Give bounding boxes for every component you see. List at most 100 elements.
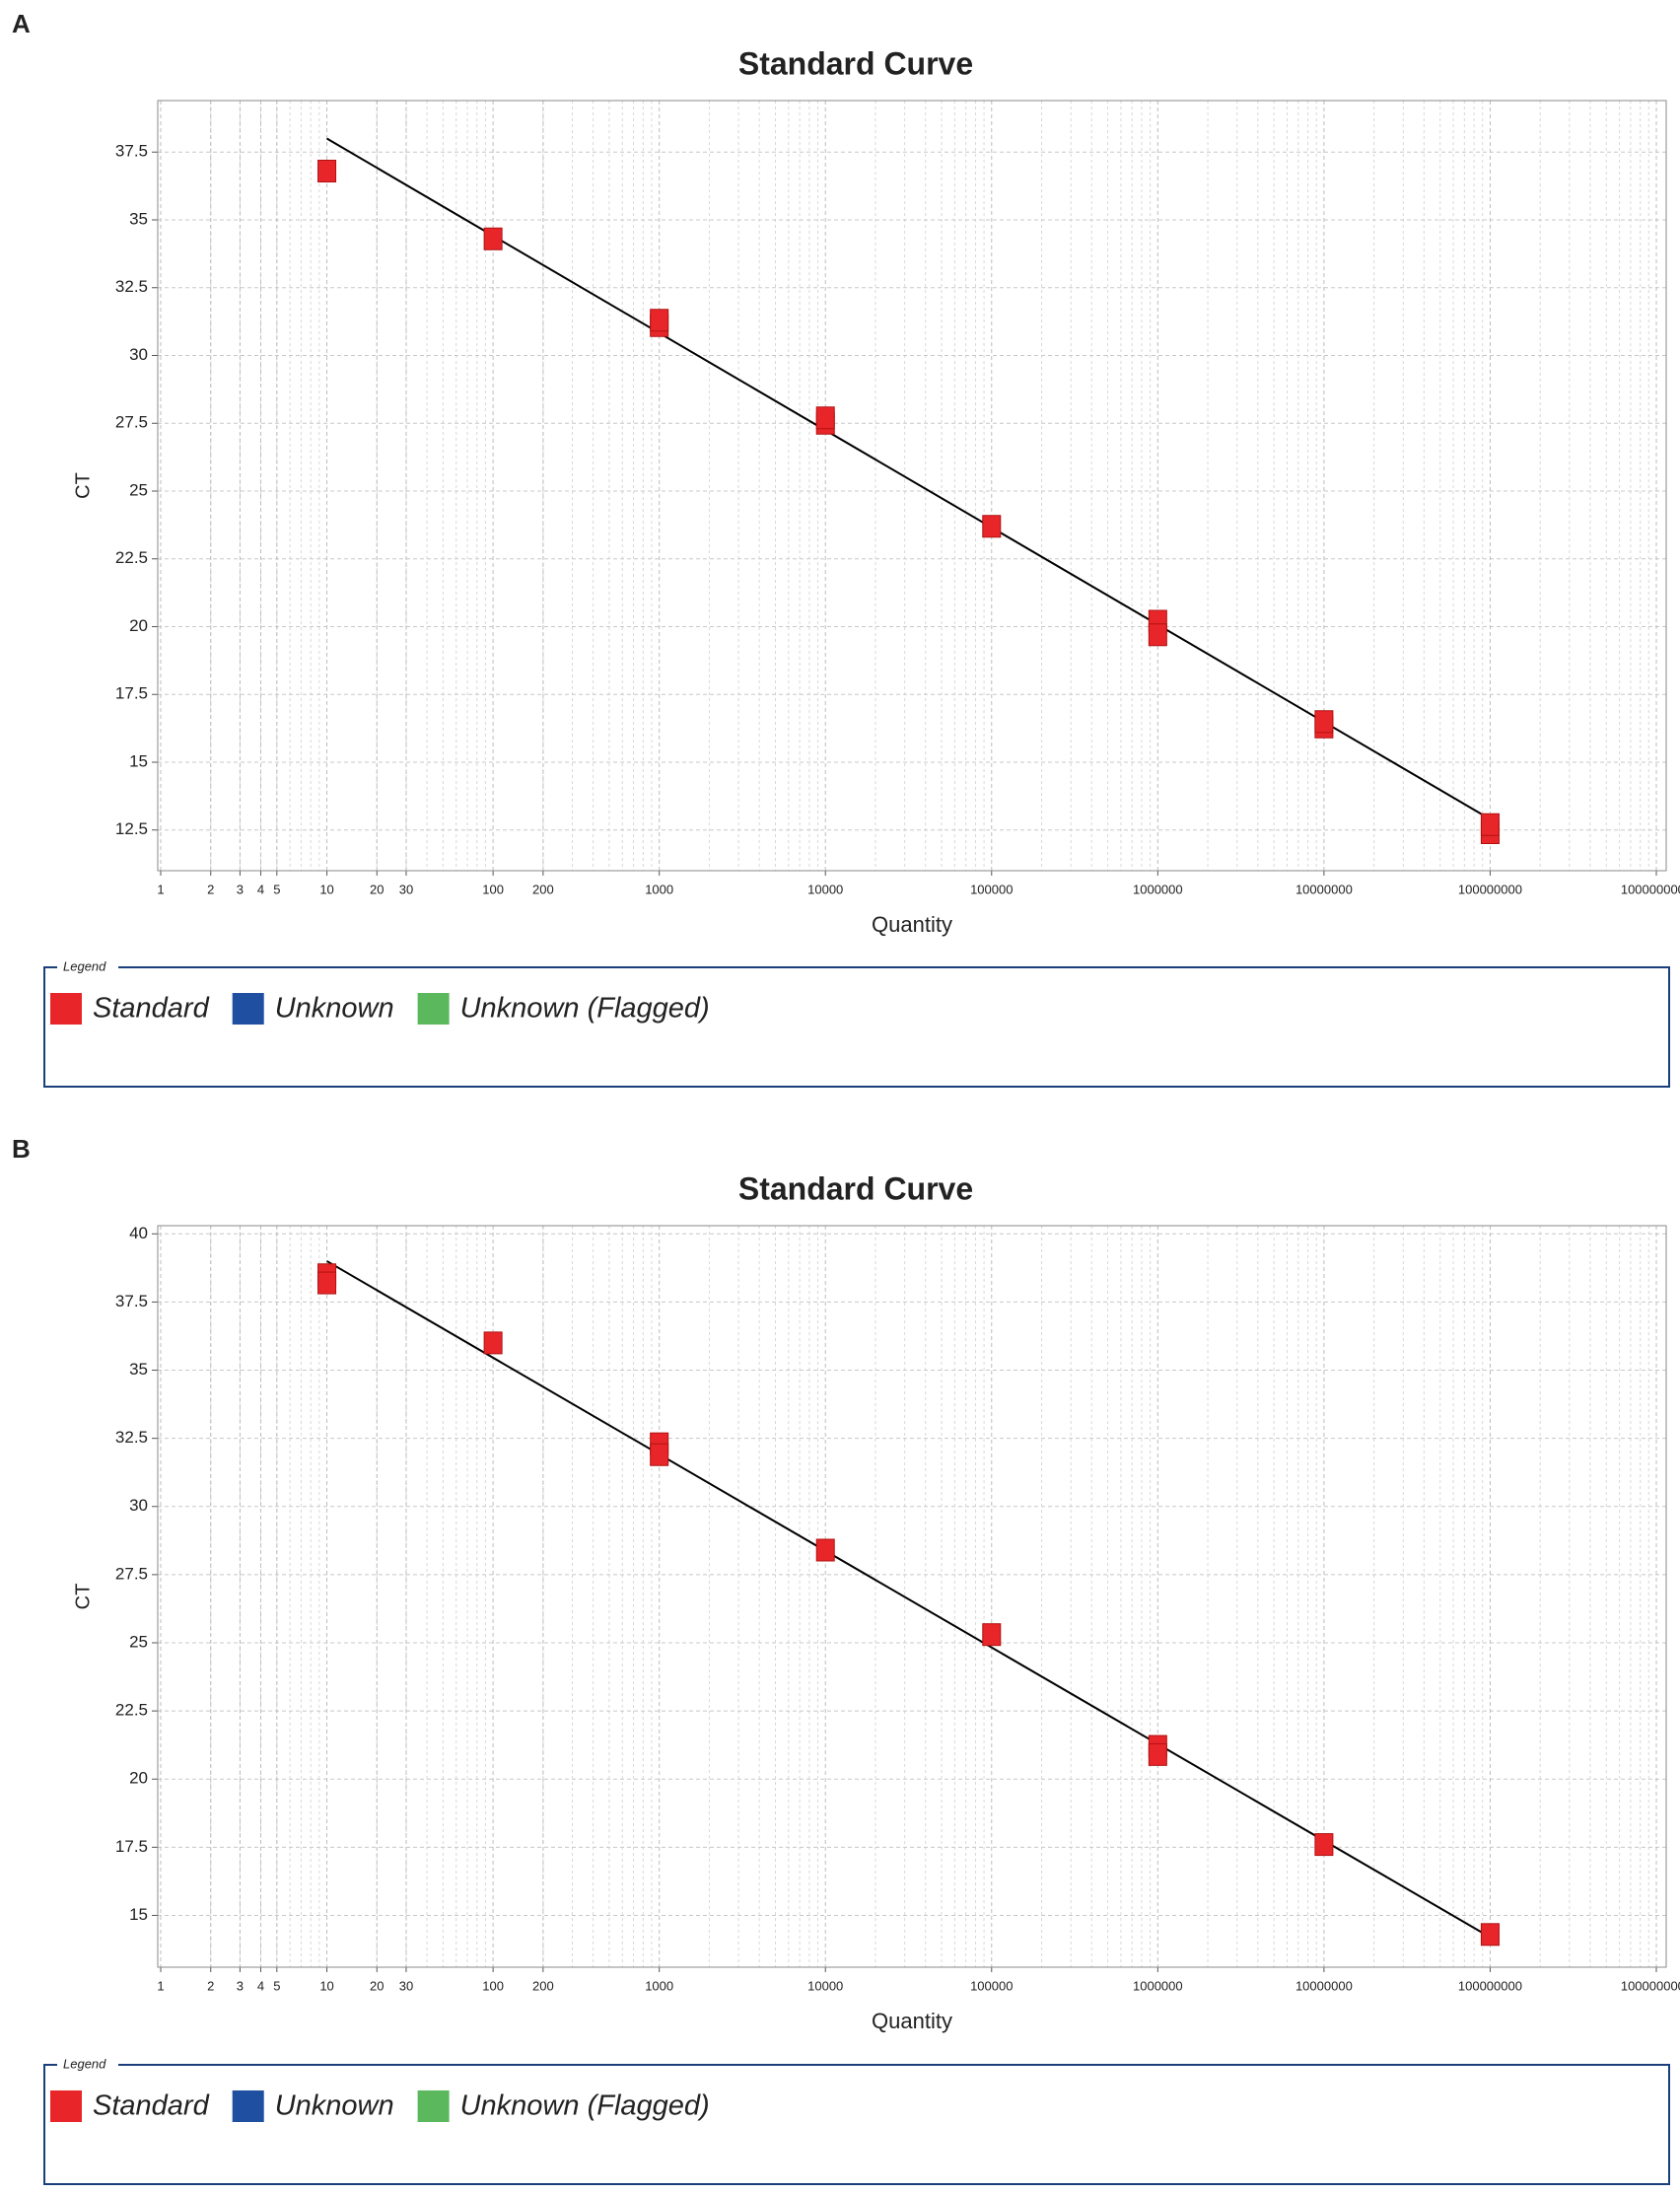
legend-title-bg: [57, 2056, 118, 2074]
x-tick-label: 2: [207, 1978, 214, 1993]
fit-line: [326, 137, 1491, 820]
x-tick-label: 1000: [645, 1978, 673, 1993]
y-tick-label: 15: [129, 1905, 148, 1924]
x-tick-label: 20: [370, 882, 384, 896]
y-tick-label: 20: [129, 616, 148, 635]
legend-label: Standard: [93, 2090, 210, 2122]
x-tick-label: 30: [399, 882, 413, 896]
y-tick-label: 27.5: [115, 1564, 148, 1583]
x-tick-label: 20: [370, 1978, 384, 1993]
x-tick-label: 10: [319, 1978, 333, 1993]
y-tick-label: 20: [129, 1769, 148, 1788]
y-tick-label: 35: [129, 1360, 148, 1379]
panel-label: B: [12, 1134, 31, 1164]
data-point: [1480, 813, 1500, 836]
legend-swatch: [232, 993, 264, 1025]
y-tick-label: 15: [129, 751, 148, 770]
x-tick-label: 10000000: [1295, 1978, 1353, 1993]
x-tick-label: 10000: [807, 1978, 843, 1993]
x-tick-label: 5: [273, 882, 280, 896]
x-tick-label: 1000000: [1133, 1978, 1183, 1993]
x-tick-label: 200: [532, 1978, 554, 1993]
legend-label: Unknown (Flagged): [460, 2090, 710, 2122]
y-tick-label: 40: [129, 1224, 148, 1242]
data-point: [982, 515, 1002, 538]
x-tick-label: 100000000: [1458, 1978, 1522, 1993]
x-axis-title: Quantity: [872, 912, 952, 937]
data-point: [815, 406, 835, 430]
legend-title-bg: [57, 958, 118, 976]
legend-label: Unknown: [275, 993, 394, 1025]
y-tick-label: 30: [129, 1496, 148, 1515]
x-tick-label: 5: [273, 1978, 280, 1993]
chart-title: Standard Curve: [738, 45, 973, 81]
fit-line: [326, 1260, 1491, 1939]
y-tick-label: 37.5: [115, 142, 148, 161]
legend-title: Legend: [63, 2056, 106, 2071]
x-tick-label: 1: [157, 1978, 164, 1993]
data-point: [1314, 710, 1334, 734]
x-tick-label: 100: [482, 1978, 504, 1993]
data-point: [317, 1271, 337, 1295]
data-point: [815, 1538, 835, 1562]
data-point: [650, 309, 669, 332]
data-point: [483, 1331, 503, 1355]
x-tick-label: 3: [237, 882, 244, 896]
y-tick-label: 17.5: [115, 1837, 148, 1856]
legend-box: [43, 966, 1670, 1088]
x-tick-label: 100: [482, 882, 504, 896]
y-tick-label: 22.5: [115, 548, 148, 567]
data-point: [1480, 1923, 1500, 1946]
y-axis-title: CT: [72, 472, 94, 499]
y-tick-label: 27.5: [115, 413, 148, 432]
data-point: [1148, 1742, 1167, 1766]
legend-label: Standard: [93, 993, 210, 1025]
x-tick-label: 30: [399, 1978, 413, 1993]
data-point: [650, 1443, 669, 1466]
y-axis-title: CT: [72, 1584, 94, 1610]
y-tick-label: 12.5: [115, 819, 148, 838]
y-tick-label: 32.5: [115, 1428, 148, 1447]
x-tick-label: 3: [237, 1978, 244, 1993]
legend-swatch: [232, 2090, 264, 2122]
x-axis-title: Quantity: [872, 2009, 952, 2033]
x-tick-label: 2: [207, 882, 214, 896]
x-tick-label: 200: [532, 882, 554, 896]
legend-swatch: [417, 993, 450, 1025]
legend-box: [43, 2064, 1670, 2185]
legend-label: Unknown (Flagged): [460, 993, 710, 1025]
x-tick-label: 1: [157, 882, 164, 896]
x-tick-label: 10000000: [1295, 882, 1353, 896]
x-tick-label: 4: [257, 1978, 264, 1993]
y-tick-label: 37.5: [115, 1292, 148, 1310]
x-tick-label: 1000000000: [1621, 1978, 1680, 1993]
x-tick-label: 100000: [970, 1978, 1013, 1993]
legend-title: Legend: [63, 958, 106, 973]
data-point: [1148, 623, 1167, 647]
y-tick-label: 30: [129, 345, 148, 364]
x-tick-label: 1000000000: [1621, 882, 1680, 896]
x-tick-label: 1000: [645, 882, 673, 896]
plot-frame: [157, 1225, 1667, 1968]
legend-swatch: [50, 2090, 82, 2122]
y-tick-label: 22.5: [115, 1701, 148, 1720]
y-tick-label: 25: [129, 480, 148, 499]
data-point: [982, 1623, 1002, 1647]
legend-label: Unknown: [275, 2090, 394, 2122]
y-tick-label: 35: [129, 209, 148, 228]
y-tick-label: 25: [129, 1632, 148, 1651]
chart-title: Standard Curve: [738, 1170, 973, 1206]
legend-swatch: [417, 2090, 450, 2122]
x-tick-label: 1000000: [1133, 882, 1183, 896]
y-tick-label: 32.5: [115, 277, 148, 296]
x-tick-label: 100000000: [1458, 882, 1522, 896]
x-tick-label: 4: [257, 882, 264, 896]
x-tick-label: 10000: [807, 882, 843, 896]
x-tick-label: 100000: [970, 882, 1013, 896]
x-tick-label: 10: [319, 882, 333, 896]
legend-swatch: [50, 993, 82, 1025]
plot-frame: [157, 100, 1667, 872]
data-point: [317, 160, 337, 182]
data-point: [1314, 1833, 1334, 1857]
